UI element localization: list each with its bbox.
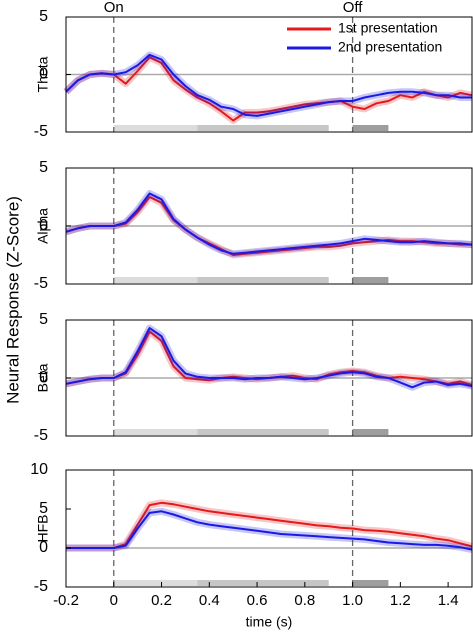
time-window xyxy=(113,277,198,283)
time-window xyxy=(197,580,329,586)
time-window xyxy=(352,429,389,435)
time-window xyxy=(113,429,198,435)
y-label: Theta xyxy=(35,56,51,92)
series-line xyxy=(65,53,472,117)
legend-label: 1st presentation xyxy=(338,20,438,36)
y-tick-label: 0 xyxy=(39,369,48,386)
x-tick-label: 1.0 xyxy=(342,592,363,609)
series-line xyxy=(66,510,473,551)
series-line xyxy=(65,327,473,389)
y-tick-label: 5 xyxy=(39,8,48,25)
y-tick-label: -5 xyxy=(34,275,48,292)
y-tick-label: 5 xyxy=(39,500,48,517)
y-tick-label: -5 xyxy=(34,123,48,140)
x-tick-label: 1.2 xyxy=(390,592,411,609)
x-tick-label: 0.2 xyxy=(151,592,172,609)
y-tick-label: 5 xyxy=(39,159,48,176)
x-tick-label: -0.2 xyxy=(53,592,79,609)
annotation: Off xyxy=(343,0,364,16)
time-window xyxy=(197,277,329,283)
x-tick-label: 0.4 xyxy=(199,592,220,609)
x-tick-label: 0.8 xyxy=(294,592,315,609)
series-halo xyxy=(65,190,473,258)
x-tick-label: 0.6 xyxy=(247,592,268,609)
time-window xyxy=(352,125,389,131)
series-line xyxy=(65,56,473,122)
x-tick-label: 0 xyxy=(110,592,118,609)
time-window xyxy=(197,125,329,131)
figure-ylabel: Neural Response (Z-Score) xyxy=(3,196,22,404)
y-tick-label: 10 xyxy=(30,461,48,478)
time-window xyxy=(197,429,329,435)
y-tick-label: -5 xyxy=(34,578,48,595)
y-tick-label: 0 xyxy=(39,217,48,234)
y-label: Alpha xyxy=(35,208,51,244)
series-line xyxy=(65,192,473,255)
y-tick-label: 0 xyxy=(39,539,48,556)
time-window xyxy=(113,580,198,586)
annotation: On xyxy=(104,0,124,16)
time-window xyxy=(113,125,198,131)
time-window xyxy=(352,580,389,586)
y-tick-label: -5 xyxy=(34,427,48,444)
legend-label: 2nd presentation xyxy=(338,39,442,55)
y-tick-label: 0 xyxy=(39,66,48,83)
x-tick-label: 1.4 xyxy=(438,592,459,609)
time-window xyxy=(352,277,389,283)
series-line xyxy=(65,196,472,256)
y-tick-label: 5 xyxy=(39,311,48,328)
axes-frame xyxy=(65,469,473,588)
series-line xyxy=(66,501,473,549)
y-label: Beta xyxy=(35,363,51,392)
y-label: HFB xyxy=(35,515,51,543)
x-label: time (s) xyxy=(246,614,293,630)
